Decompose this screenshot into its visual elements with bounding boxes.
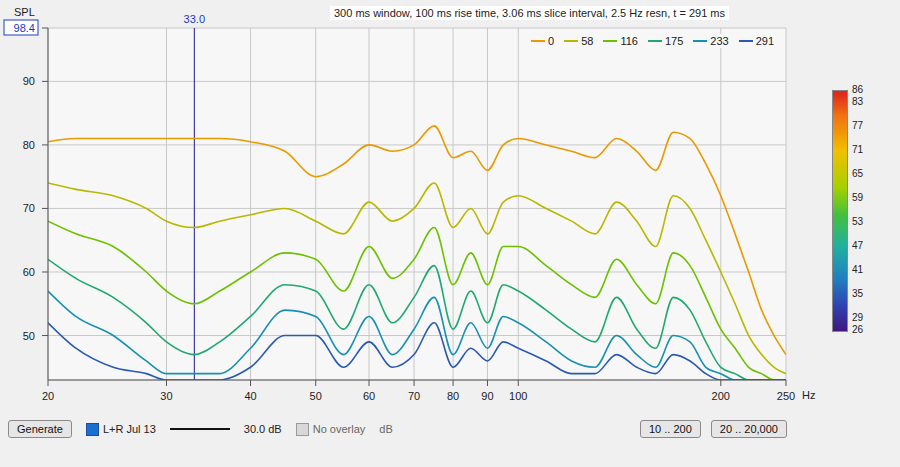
html-text:233: 233 — [710, 35, 729, 47]
html-text:83: 83 — [852, 96, 864, 107]
html-text:53: 53 — [852, 216, 864, 227]
svg-text:60: 60 — [363, 390, 375, 402]
html-text:291: 291 — [755, 35, 774, 47]
html-text:71: 71 — [852, 144, 864, 155]
html-text:116: 116 — [620, 35, 638, 47]
svg-text:80: 80 — [447, 390, 459, 402]
html-text:dB: dB — [379, 423, 393, 435]
html-text:26: 26 — [852, 324, 864, 335]
html-text:58: 58 — [581, 35, 594, 47]
svg-text:100: 100 — [509, 390, 527, 402]
html-text:29: 29 — [852, 312, 864, 323]
html-text:No overlay: No overlay — [312, 423, 366, 435]
html-text:47: 47 — [852, 240, 864, 251]
html-text:175: 175 — [664, 35, 684, 47]
html-text:L+R Jul 13: L+R Jul 13 — [102, 423, 156, 435]
svg-text:90: 90 — [23, 75, 35, 87]
html-text:86: 86 — [852, 84, 864, 95]
svg-text:90: 90 — [481, 390, 493, 402]
svg-text:98.4: 98.4 — [14, 22, 35, 34]
html-text:10 .. 200: 10 .. 200 — [649, 423, 692, 435]
svg-text:33.0: 33.0 — [184, 13, 205, 25]
svg-text:250: 250 — [777, 390, 795, 402]
svg-text:80: 80 — [23, 139, 35, 151]
html-text:41: 41 — [852, 264, 864, 275]
svg-text:40: 40 — [244, 390, 256, 402]
html-text:30.0 dB: 30.0 dB — [243, 423, 282, 435]
svg-text:70: 70 — [23, 202, 35, 214]
svg-text:50: 50 — [23, 330, 35, 342]
svg-text:30: 30 — [160, 390, 172, 402]
html-text:77: 77 — [852, 120, 864, 131]
svg-text:200: 200 — [712, 390, 730, 402]
html-text:59: 59 — [852, 192, 864, 203]
html-text:SPL: SPL — [14, 6, 35, 18]
html-text:Generate: Generate — [17, 423, 63, 435]
html-text:300 ms window, 100 ms rise tim: 300 ms window, 100 ms rise time, 3.06 ms… — [334, 7, 725, 19]
html-text:20 .. 20,000: 20 .. 20,000 — [719, 423, 778, 435]
html-text:0: 0 — [548, 35, 555, 47]
svg-text:20: 20 — [42, 390, 54, 402]
html-text:35: 35 — [852, 288, 864, 299]
svg-text:70: 70 — [408, 390, 420, 402]
svg-text:60: 60 — [23, 266, 35, 278]
html-text:65: 65 — [852, 168, 864, 179]
svg-text:Hz: Hz — [802, 389, 815, 401]
svg-text:50: 50 — [310, 390, 322, 402]
